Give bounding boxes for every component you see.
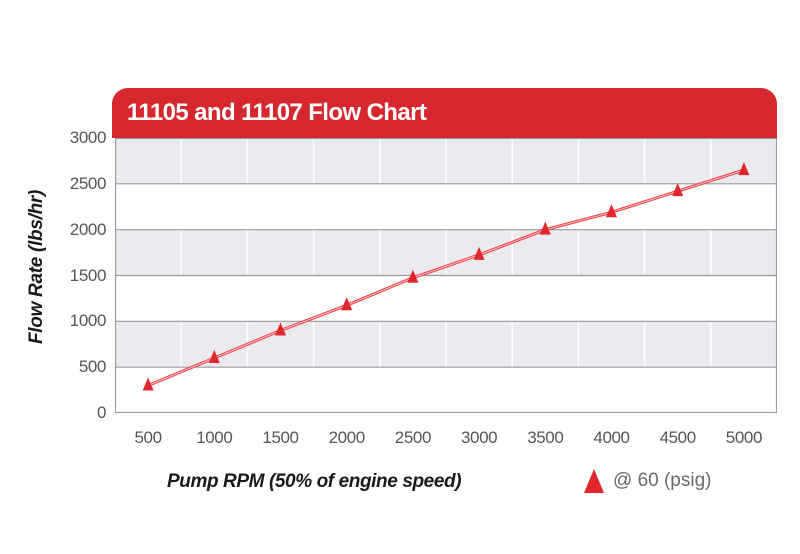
x-tick-label: 4000 xyxy=(593,428,630,447)
data-point-marker xyxy=(738,162,750,176)
y-tick-label: 2000 xyxy=(69,219,107,239)
y-tick-label: 1500 xyxy=(69,265,107,285)
x-tick-label: 4500 xyxy=(659,428,697,447)
plot-border xyxy=(115,138,777,413)
data-point-marker xyxy=(208,350,220,363)
data-point-marker xyxy=(275,322,286,336)
y-tick-label: 0 xyxy=(96,403,106,422)
y-tick-label: 1000 xyxy=(69,311,107,331)
y-tick-label: 2500 xyxy=(69,173,107,193)
legend: @ 60 (psig) xyxy=(584,469,712,493)
y-tick-label: 3000 xyxy=(69,128,107,147)
legend-label: @ 60 (psig) xyxy=(613,470,712,491)
chart-title: 11105 and 11107 Flow Chart xyxy=(127,99,427,126)
chart-title-banner: 11105 and 11107 Flow Chart xyxy=(112,88,777,138)
data-point-marker xyxy=(672,183,684,197)
x-tick-label: 2000 xyxy=(328,428,366,447)
x-tick-label: 3500 xyxy=(527,428,564,447)
x-tick-label: 2500 xyxy=(394,428,432,447)
legend-triangle-marker-icon xyxy=(584,469,604,493)
x-tick-label: 1500 xyxy=(262,428,299,447)
data-point-marker xyxy=(142,377,154,391)
data-point-marker xyxy=(606,204,617,218)
x-axis-tick-labels: 500 1000 1500 2000 2500 3000 3500 4000 4500 5000 xyxy=(115,428,777,448)
y-tick-label: 500 xyxy=(78,357,107,377)
x-tick-label: 500 xyxy=(134,428,163,447)
x-tick-label: 5000 xyxy=(725,428,763,447)
data-point-marker xyxy=(539,221,551,235)
y-axis-tick-labels: 3000 2500 2000 1500 1000 500 0 xyxy=(36,129,107,422)
data-point-marker xyxy=(473,246,485,260)
x-tick-label: 3000 xyxy=(460,428,498,447)
x-tick-label: 1000 xyxy=(196,428,233,447)
data-line-core xyxy=(147,169,745,386)
plot-area xyxy=(115,138,777,413)
data-point-marker xyxy=(341,297,353,311)
data-point-marker xyxy=(407,269,419,283)
x-axis-title: Pump RPM (50% of engine speed) xyxy=(167,471,462,492)
